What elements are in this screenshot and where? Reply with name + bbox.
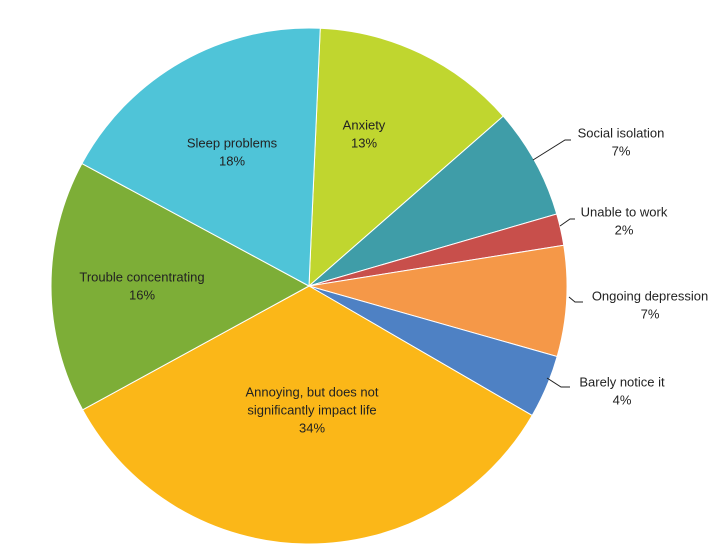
leader-line-barely-notice-it [546,377,570,388]
slice-label-unable-to-work: Unable to work [581,204,668,219]
slice-label-anxiety: Anxiety [343,117,386,132]
slice-sleep-problems [81,27,321,287]
slice-value-ongoing-depression: 7% [641,306,660,321]
slice-label-trouble-concentrating: Trouble concentrating [79,269,204,284]
leader-line-unable-to-work [559,218,575,227]
slice-ongoing-depression [308,244,568,358]
slice-value-social-isolation: 7% [612,143,631,158]
slice-value-annoying-but-does-not-significantly-impact-life: 34% [299,420,325,435]
slice-label-annoying-but-does-not-significantly-impact-life-line-2: significantly impact life [247,402,376,417]
pie-labels: Anxiety 13% Social isolation 7% Unable to wo… [79,117,708,435]
slice-trouble-concentrating [50,162,311,411]
slice-value-sleep-problems: 18% [219,153,245,168]
slice-label-annoying-but-does-not-significantly-impact-life-line-1: Annoying, but does not [246,384,379,399]
slice-label-ongoing-depression: Ongoing depression [592,288,708,303]
slice-value-anxiety: 13% [351,135,377,150]
slice-value-trouble-concentrating: 16% [129,287,155,302]
slice-label-barely-notice-it: Barely notice it [579,374,665,389]
slice-value-barely-notice-it: 4% [613,392,632,407]
slice-value-unable-to-work: 2% [615,222,634,237]
leader-line-ongoing-depression [568,296,583,303]
slice-label-sleep-problems: Sleep problems [187,135,278,150]
slice-anxiety [308,27,504,288]
slice-annoying-but-does-not-significantly-impact-life [81,285,533,545]
slice-label-social-isolation: Social isolation [578,125,665,140]
leader-line-social-isolation [532,139,571,161]
pie-slices [50,27,568,545]
slice-social-isolation [308,115,558,287]
